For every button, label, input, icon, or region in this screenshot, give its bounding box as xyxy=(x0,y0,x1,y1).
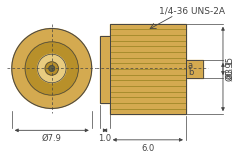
Circle shape xyxy=(38,54,66,83)
Bar xyxy=(100,36,110,103)
Circle shape xyxy=(12,29,92,108)
Circle shape xyxy=(45,62,59,75)
Bar xyxy=(110,24,186,114)
Bar xyxy=(110,24,186,114)
Circle shape xyxy=(49,66,54,71)
Bar xyxy=(186,60,203,78)
Text: b: b xyxy=(188,68,193,77)
Text: 1/4-36 UNS-2A: 1/4-36 UNS-2A xyxy=(158,7,224,16)
Bar xyxy=(186,60,203,78)
Text: Ø0.95: Ø0.95 xyxy=(226,56,235,81)
Text: a: a xyxy=(188,61,193,70)
Circle shape xyxy=(25,42,78,95)
Text: 1.0: 1.0 xyxy=(98,134,112,143)
Text: Ø3.1: Ø3.1 xyxy=(226,59,235,79)
Text: 6.0: 6.0 xyxy=(141,144,154,153)
Text: Ø7.9: Ø7.9 xyxy=(42,134,62,143)
Bar xyxy=(100,36,110,103)
